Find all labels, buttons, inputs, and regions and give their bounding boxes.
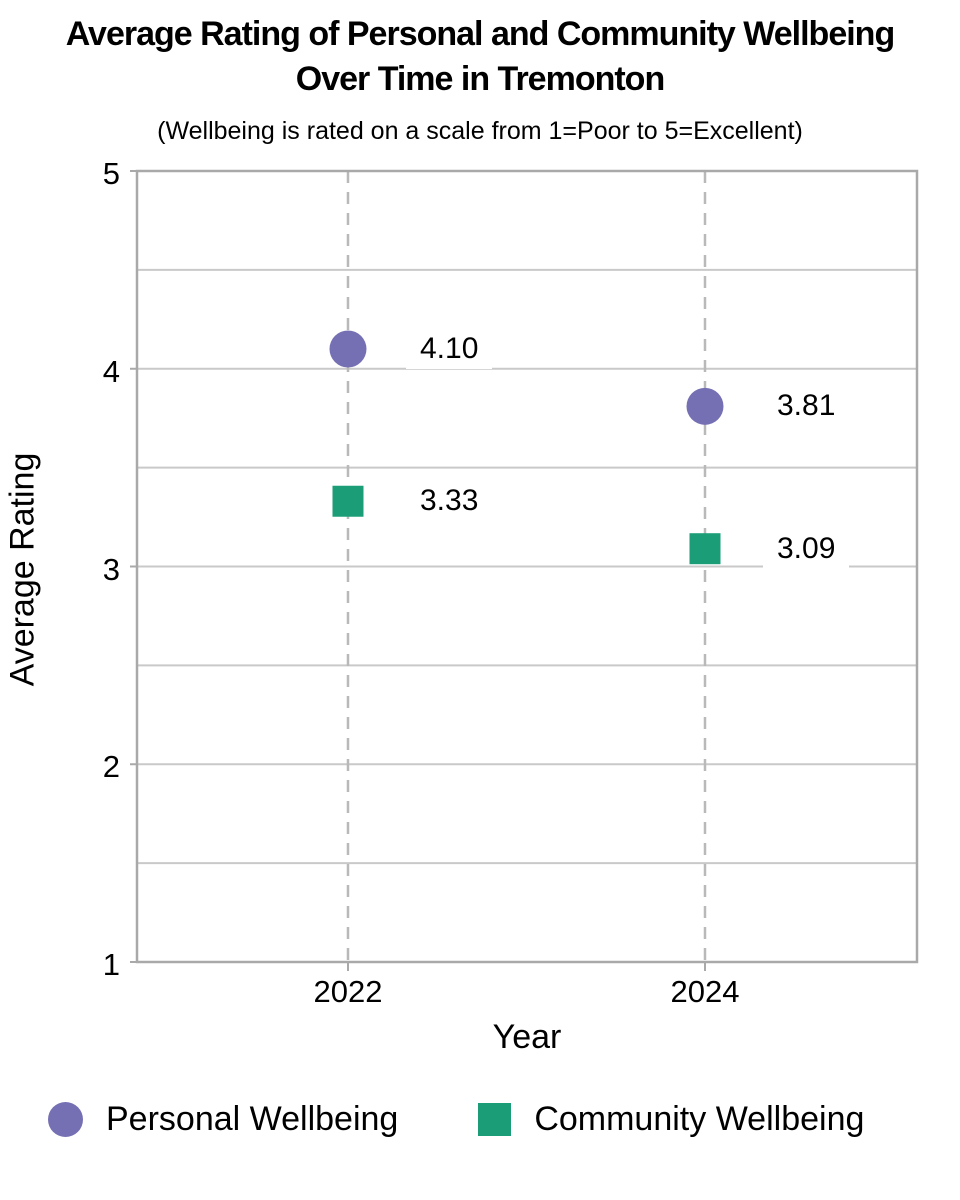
data-point-circle (329, 330, 367, 368)
legend-item-personal: Personal Wellbeing (48, 1099, 398, 1139)
y-tick-label: 5 (102, 156, 120, 191)
y-tick-label: 1 (102, 947, 120, 982)
data-point-label: 3.81 (762, 386, 850, 427)
chart-subtitle: (Wellbeing is rated on a scale from 1=Po… (157, 117, 803, 145)
data-point-circle (686, 387, 724, 425)
legend-item-community: Community Wellbeing (478, 1099, 864, 1139)
x-tick-label: 2022 (313, 974, 383, 1009)
x-axis-title: Year (492, 1018, 562, 1056)
data-point-square (689, 533, 721, 565)
x-tick-label: 2024 (670, 974, 740, 1009)
community-wellbeing-square-icon (478, 1102, 512, 1136)
chart-title-line2: Over Time in Tremonton (295, 60, 665, 98)
legend: Personal Wellbeing Community Wellbeing (48, 1099, 864, 1139)
data-point-label: 3.33 (405, 481, 493, 522)
y-tick-label: 2 (102, 749, 120, 785)
y-axis-title: Average Rating (3, 452, 42, 687)
personal-wellbeing-circle-icon (48, 1101, 83, 1137)
data-point-label: 3.09 (762, 528, 850, 569)
y-tick-label: 3 (102, 551, 120, 587)
y-tick-label: 4 (102, 353, 120, 389)
data-point-square (332, 485, 364, 517)
data-point-label: 4.10 (405, 328, 493, 369)
legend-label-community: Community Wellbeing (534, 1100, 865, 1138)
chart-title: Average Rating of Personal and Community… (0, 12, 960, 102)
legend-label-personal: Personal Wellbeing (106, 1100, 399, 1138)
chart-title-line1: Average Rating of Personal and Community… (65, 15, 895, 53)
